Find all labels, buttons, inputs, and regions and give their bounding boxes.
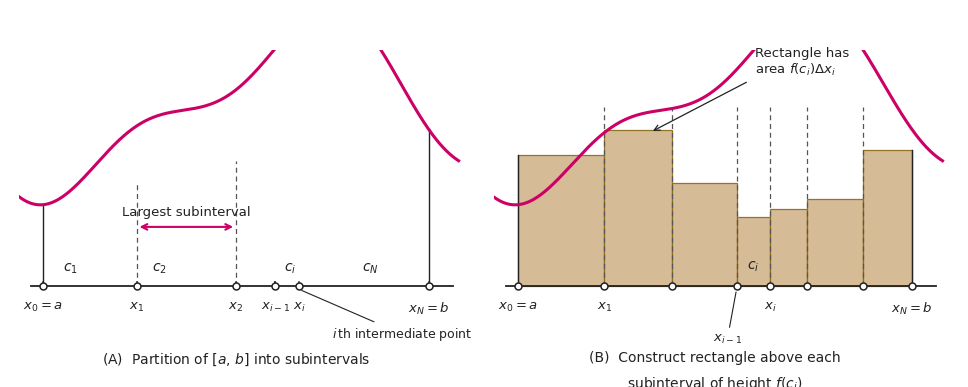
Text: $c_N$: $c_N$ [361,261,378,276]
Text: $c_2$: $c_2$ [152,261,167,276]
Text: Largest subinterval: Largest subinterval [122,206,251,219]
Bar [807,199,862,286]
Bar [862,150,912,286]
Bar [771,209,807,286]
Text: $i\,$th intermediate point: $i\,$th intermediate point [302,291,472,342]
Text: $x_{i-1}$: $x_{i-1}$ [260,301,289,314]
Text: (B)  Construct rectangle above each: (B) Construct rectangle above each [590,351,841,365]
Text: $x_1$: $x_1$ [129,301,144,314]
Text: $x_0=a$: $x_0=a$ [23,301,64,314]
Text: $x_N=b$: $x_N=b$ [891,301,932,317]
Bar [672,183,737,286]
Text: $c_i$: $c_i$ [284,261,296,276]
Bar [737,217,771,286]
Text: $c_i$: $c_i$ [747,260,760,274]
Bar [518,155,604,286]
Text: $x_2$: $x_2$ [228,301,244,314]
Text: $x_i$: $x_i$ [764,301,776,314]
Text: $x_1$: $x_1$ [596,301,612,314]
Text: $x_N=b$: $x_N=b$ [408,301,449,317]
Bar [604,130,672,286]
Text: $x_i$: $x_i$ [292,301,306,314]
Text: $x_{i-1}$: $x_{i-1}$ [712,292,741,346]
Text: $c_1$: $c_1$ [63,261,78,276]
Text: subinterval of height $f$($c_i$): subinterval of height $f$($c_i$) [627,375,802,387]
Text: $x_0=a$: $x_0=a$ [499,301,538,314]
Text: (A)  Partition of [$a$, $b$] into subintervals: (A) Partition of [$a$, $b$] into subinte… [102,351,370,368]
Text: Rectangle has
area $f(c_i)\Delta x_i$: Rectangle has area $f(c_i)\Delta x_i$ [755,47,849,79]
